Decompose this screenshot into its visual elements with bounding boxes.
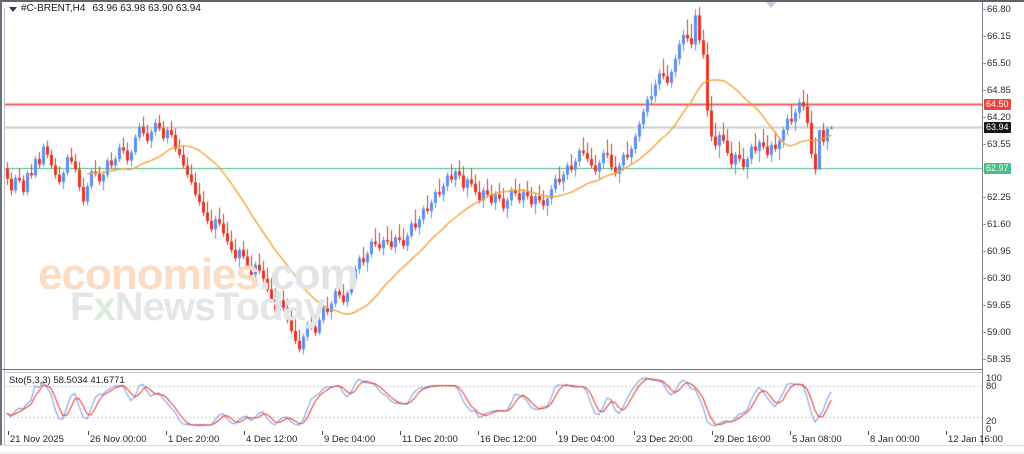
price-tick-label: 59.65 bbox=[987, 299, 1011, 311]
time-tick-label: 9 Dec 04:00 bbox=[324, 434, 376, 445]
price-badge-current-price[interactable]: 63.94 bbox=[984, 122, 1011, 134]
price-tick: -63.55 bbox=[983, 138, 1011, 150]
time-tick-mark bbox=[478, 431, 479, 435]
price-tick-mark: - bbox=[983, 246, 987, 258]
price-tick: -58.35 bbox=[983, 353, 1011, 365]
price-badge-resistance-level[interactable]: 64.50 bbox=[984, 99, 1011, 111]
price-scale-divider bbox=[982, 2, 983, 445]
window-top-border bbox=[0, 0, 1024, 2]
pane-divider bbox=[2, 369, 982, 370]
window-bottom-border bbox=[0, 445, 1024, 446]
price-tick-mark: - bbox=[983, 192, 987, 204]
candlestick-canvas[interactable] bbox=[5, 3, 982, 369]
time-tick-label: 5 Jan 08:00 bbox=[792, 434, 842, 445]
time-tick-label: 26 Nov 00:00 bbox=[90, 434, 147, 445]
price-tick: -66.80 bbox=[983, 4, 1011, 16]
stochastic-pane[interactable] bbox=[5, 373, 982, 430]
stochastic-tick-label: 100 bbox=[986, 373, 1002, 384]
price-tick-mark: - bbox=[983, 84, 987, 96]
price-tick: -61.60 bbox=[983, 219, 1011, 231]
price-tick-label: 64.20 bbox=[987, 111, 1011, 123]
time-tick-mark bbox=[8, 431, 9, 435]
triangle-down-icon[interactable] bbox=[9, 6, 17, 12]
price-tick-label: 63.55 bbox=[987, 138, 1011, 150]
time-tick-mark bbox=[790, 431, 791, 435]
time-scale[interactable]: 21 Nov 2025 26 Nov 00:00 1 Dec 20:00 4 Dec … bbox=[2, 431, 1022, 445]
time-tick-label: 4 Dec 12:00 bbox=[246, 434, 298, 445]
price-badge-support-level[interactable]: 62.97 bbox=[984, 162, 1011, 174]
price-tick-mark: - bbox=[983, 57, 987, 69]
price-tick: -66.15 bbox=[983, 31, 1011, 43]
stochastic-tick-label: 20 bbox=[986, 416, 997, 427]
time-tick-mark bbox=[88, 431, 89, 435]
price-tick-label: 64.85 bbox=[987, 84, 1011, 96]
price-tick: -60.30 bbox=[983, 273, 1011, 285]
time-tick-mark bbox=[946, 431, 947, 435]
pane-divider-soft bbox=[5, 372, 982, 373]
price-tick: -60.95 bbox=[983, 246, 1011, 258]
symbol-header[interactable]: #C-BRENT,H4 63.96 63.98 63.90 63.94 bbox=[9, 3, 201, 14]
price-tick-mark: - bbox=[983, 353, 987, 365]
window-bottom-outer-border bbox=[0, 452, 1024, 454]
price-tick-label: 61.60 bbox=[987, 219, 1011, 231]
time-tick-label: 29 Dec 16:00 bbox=[714, 434, 771, 445]
stochastic-tick-label: 0 bbox=[986, 424, 992, 435]
price-chart-pane[interactable] bbox=[5, 3, 982, 369]
stochastic-label: Sto(5,3,3) 58.5034 41.6771 bbox=[9, 375, 125, 386]
symbol-ohlc: 63.96 63.98 63.90 63.94 bbox=[92, 3, 201, 14]
price-scale[interactable]: -66.80 -66.15 -65.50 -64.85 -64.20 -63.55 -62.… bbox=[983, 3, 1024, 369]
price-tick-mark: - bbox=[983, 326, 987, 338]
time-tick-label: 21 Nov 2025 bbox=[10, 434, 64, 445]
price-tick-label: 59.00 bbox=[987, 326, 1011, 338]
time-tick-label: 8 Jan 00:00 bbox=[870, 434, 920, 445]
time-tick-label: 19 Dec 04:00 bbox=[558, 434, 615, 445]
price-tick: -59.65 bbox=[983, 299, 1011, 311]
stochastic-tick-label: 80 bbox=[986, 381, 997, 392]
price-tick-label: 66.15 bbox=[987, 31, 1011, 43]
price-tick-mark: - bbox=[983, 299, 987, 311]
time-tick-mark bbox=[244, 431, 245, 435]
time-tick-mark bbox=[868, 431, 869, 435]
price-tick-label: 65.50 bbox=[987, 57, 1011, 69]
time-tick-mark bbox=[166, 431, 167, 435]
time-tick-label: 11 Dec 20:00 bbox=[402, 434, 458, 445]
price-tick: -64.20 bbox=[983, 111, 1011, 123]
time-tick-mark bbox=[634, 431, 635, 435]
stochastic-scale: 100 80 20 0 bbox=[983, 373, 1024, 435]
time-tick-label: 1 Dec 20:00 bbox=[168, 434, 220, 445]
price-tick-mark: - bbox=[983, 273, 987, 285]
stochastic-canvas[interactable] bbox=[5, 373, 982, 430]
price-tick: -59.00 bbox=[983, 326, 1011, 338]
price-tick-mark: - bbox=[983, 219, 987, 231]
price-tick-label: 58.35 bbox=[987, 353, 1011, 365]
time-tick-mark bbox=[322, 431, 323, 435]
price-tick-mark: - bbox=[983, 111, 987, 123]
time-tick-label: 16 Dec 12:00 bbox=[480, 434, 537, 445]
price-tick-label: 60.95 bbox=[987, 246, 1011, 258]
price-tick: -65.50 bbox=[983, 57, 1011, 69]
price-tick-mark: - bbox=[983, 31, 987, 43]
triangle-down-marker-icon bbox=[766, 2, 776, 8]
time-tick-label: 12 Jan 16:00 bbox=[948, 434, 1003, 445]
time-tick-mark bbox=[712, 431, 713, 435]
price-tick-label: 60.30 bbox=[987, 273, 1011, 285]
price-tick-label: 66.80 bbox=[987, 4, 1011, 16]
symbol-name: #C-BRENT,H4 bbox=[21, 3, 86, 14]
price-tick: -62.25 bbox=[983, 192, 1011, 204]
time-tick-mark bbox=[556, 431, 557, 435]
time-tick-label: 23 Dec 20:00 bbox=[636, 434, 693, 445]
time-tick-mark bbox=[400, 431, 401, 435]
price-tick: -64.85 bbox=[983, 84, 1011, 96]
window-left-inner-border bbox=[4, 8, 5, 446]
window-left-border bbox=[0, 0, 2, 446]
price-tick-mark: - bbox=[983, 4, 987, 16]
price-tick-label: 62.25 bbox=[987, 192, 1011, 204]
price-tick-mark: - bbox=[983, 138, 987, 150]
